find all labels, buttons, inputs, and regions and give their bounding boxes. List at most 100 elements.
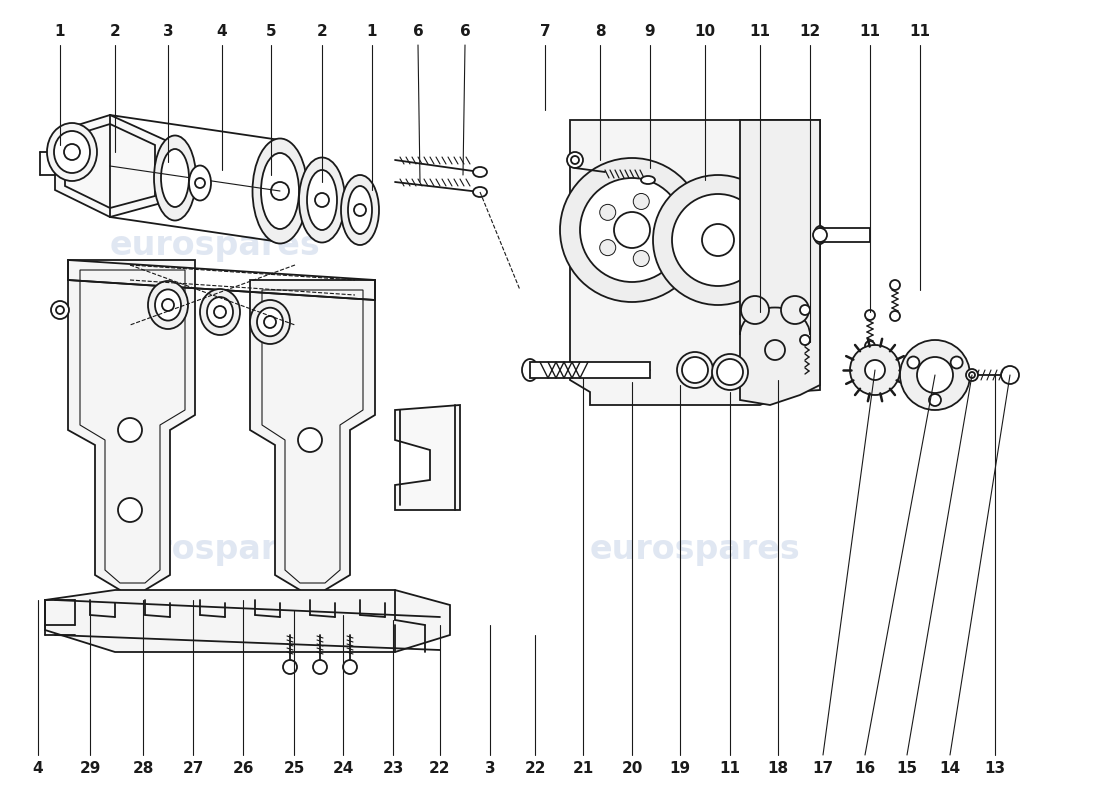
Bar: [820, 228, 870, 242]
Ellipse shape: [200, 289, 240, 335]
Ellipse shape: [250, 300, 290, 344]
Circle shape: [813, 228, 827, 242]
Circle shape: [865, 360, 886, 380]
Text: 19: 19: [670, 761, 691, 776]
Circle shape: [600, 240, 616, 256]
Ellipse shape: [207, 297, 233, 327]
Text: 11: 11: [910, 24, 931, 39]
Ellipse shape: [161, 149, 189, 207]
Ellipse shape: [641, 176, 654, 184]
Circle shape: [865, 310, 874, 320]
Ellipse shape: [154, 135, 196, 221]
Circle shape: [653, 175, 783, 305]
Circle shape: [900, 340, 970, 410]
Text: 14: 14: [939, 761, 960, 776]
Circle shape: [781, 296, 808, 324]
Text: 2: 2: [317, 24, 328, 39]
Circle shape: [1001, 366, 1019, 384]
Text: 29: 29: [79, 761, 101, 776]
Text: eurospares: eurospares: [110, 229, 320, 262]
Circle shape: [850, 345, 900, 395]
Ellipse shape: [814, 226, 826, 244]
Polygon shape: [68, 260, 195, 605]
Text: 1: 1: [366, 24, 377, 39]
Text: 22: 22: [525, 761, 546, 776]
Ellipse shape: [299, 158, 345, 242]
Text: 6: 6: [460, 24, 471, 39]
Text: 18: 18: [768, 761, 789, 776]
Text: eurospares: eurospares: [590, 229, 801, 262]
Circle shape: [343, 660, 358, 674]
Circle shape: [865, 341, 874, 351]
Text: 2: 2: [110, 24, 120, 39]
Circle shape: [634, 250, 649, 266]
Circle shape: [969, 372, 975, 378]
Text: 16: 16: [855, 761, 876, 776]
Circle shape: [764, 340, 785, 360]
Circle shape: [51, 301, 69, 319]
Text: 5: 5: [266, 24, 276, 39]
Text: 3: 3: [163, 24, 174, 39]
Circle shape: [195, 178, 205, 188]
Ellipse shape: [155, 290, 182, 321]
Text: 4: 4: [33, 761, 43, 776]
Circle shape: [298, 428, 322, 452]
Polygon shape: [250, 280, 375, 605]
Ellipse shape: [261, 153, 299, 229]
Circle shape: [712, 354, 748, 390]
Circle shape: [271, 182, 289, 200]
Text: 6: 6: [412, 24, 424, 39]
Polygon shape: [570, 120, 820, 405]
Circle shape: [566, 152, 583, 168]
Circle shape: [908, 357, 920, 369]
Polygon shape: [395, 405, 460, 510]
Circle shape: [672, 194, 764, 286]
Text: 11: 11: [859, 24, 880, 39]
Ellipse shape: [189, 166, 211, 201]
Text: 17: 17: [813, 761, 834, 776]
Circle shape: [315, 193, 329, 207]
Text: 24: 24: [332, 761, 354, 776]
Circle shape: [283, 660, 297, 674]
Text: 20: 20: [621, 761, 642, 776]
Circle shape: [264, 316, 276, 328]
Circle shape: [717, 359, 743, 385]
Bar: [530, 362, 650, 378]
Circle shape: [676, 352, 713, 388]
Ellipse shape: [307, 170, 337, 230]
Polygon shape: [740, 120, 820, 405]
Ellipse shape: [148, 281, 188, 329]
Ellipse shape: [341, 175, 380, 245]
Text: 4: 4: [217, 24, 228, 39]
Circle shape: [702, 224, 734, 256]
Circle shape: [800, 305, 810, 315]
Text: 8: 8: [595, 24, 605, 39]
Circle shape: [118, 498, 142, 522]
Text: 11: 11: [719, 761, 740, 776]
Text: 27: 27: [183, 761, 204, 776]
Polygon shape: [55, 115, 165, 217]
Circle shape: [580, 178, 684, 282]
Text: 12: 12: [800, 24, 821, 39]
Circle shape: [682, 357, 708, 383]
Circle shape: [634, 194, 649, 210]
Text: 9: 9: [645, 24, 656, 39]
Circle shape: [571, 156, 579, 164]
Text: 3: 3: [485, 761, 495, 776]
Text: 23: 23: [383, 761, 404, 776]
Text: 13: 13: [984, 761, 1005, 776]
Ellipse shape: [257, 308, 283, 336]
Text: 7: 7: [540, 24, 550, 39]
Text: eurospares: eurospares: [110, 534, 320, 566]
Ellipse shape: [54, 131, 90, 173]
Circle shape: [800, 335, 810, 345]
Text: 21: 21: [572, 761, 594, 776]
Circle shape: [917, 357, 953, 393]
Circle shape: [890, 280, 900, 290]
Ellipse shape: [253, 138, 308, 243]
Text: 1: 1: [55, 24, 65, 39]
Text: 11: 11: [749, 24, 770, 39]
Text: 10: 10: [694, 24, 716, 39]
Circle shape: [600, 204, 616, 220]
Circle shape: [614, 212, 650, 248]
